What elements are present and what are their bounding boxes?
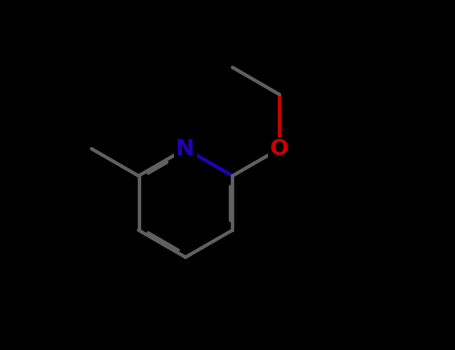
Text: N: N	[176, 139, 195, 159]
Text: O: O	[270, 139, 289, 159]
